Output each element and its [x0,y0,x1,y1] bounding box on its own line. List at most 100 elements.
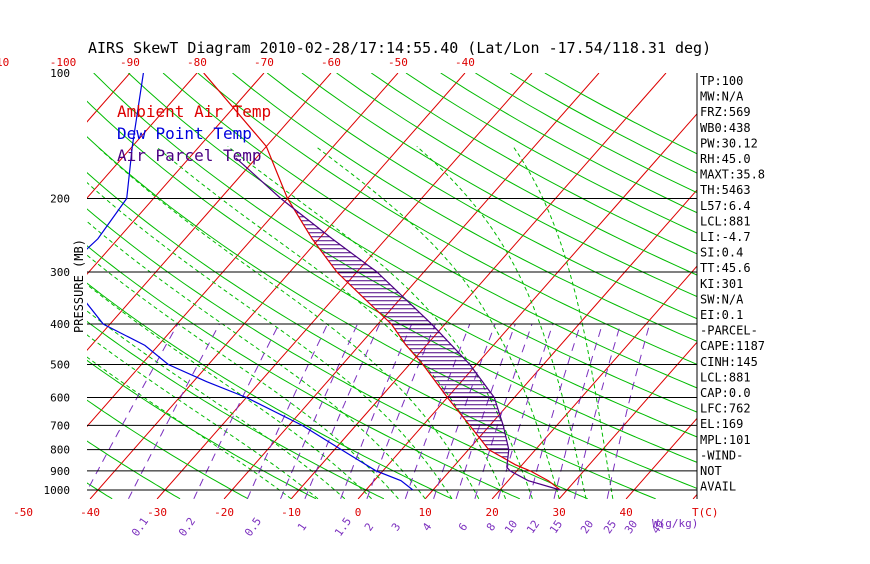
bottom-temp-tick-label: -50 [13,506,33,519]
pressure-tick-label: 200 [50,193,70,206]
bottom-temp-tick-label: -40 [80,506,100,519]
dry-adiabat-line [337,73,870,499]
mixing-ratio-label: 1 [295,521,309,534]
mixing-ratio-unit: W(g/kg) [652,517,698,530]
index-label: CAPE:1187 [700,339,765,353]
mixing-ratio-line [405,324,470,499]
dry-adiabat-line [510,73,870,499]
dry-adiabat-line [163,73,870,499]
pressure-tick-label: 700 [50,419,70,432]
mixing-ratio-line [341,324,412,499]
mixing-ratio-line [529,324,580,499]
bottom-temp-tick-label: 0 [355,506,362,519]
mixing-ratio-label: 2 [362,521,376,534]
mixing-ratio-lines [83,324,650,499]
index-label: MW:N/A [700,90,744,104]
index-label: TT:45.6 [700,261,751,275]
index-label: LCL:881 [700,370,751,384]
index-label: SI:0.4 [700,246,743,260]
isotherm-line [358,73,733,499]
bottom-temp-tick-label: 30 [552,506,565,519]
moist-adiabat-line [228,146,533,498]
mixing-ratio-label: 15 [547,518,565,536]
mixing-ratio-label: 25 [601,518,619,536]
y-axis-label: PRESSURE (MB) [72,239,86,333]
pressure-tick-label: 400 [50,318,70,331]
index-label: LI:-4.7 [700,230,751,244]
mixing-ratio-line [574,324,620,499]
index-label: MAXT:35.8 [700,168,765,182]
pressure-tick-label: 500 [50,358,70,371]
mixing-ratio-line [281,324,358,499]
mixing-ratio-label: 6 [456,521,470,534]
top-temp-tick-label: -80 [187,56,207,69]
dry-adiabat-line [233,73,870,499]
index-label: MPL:101 [700,433,751,447]
index-label: -PARCEL- [700,324,758,338]
mixing-ratio-line [607,324,650,499]
top-temp-tick-label: -50 [388,56,408,69]
pressure-tick-label: 800 [50,444,70,457]
mixing-ratio-label: 1.5 [332,515,354,539]
moist-adiabat-line [513,146,613,498]
mixing-ratio-label: 3 [389,521,403,534]
indices-panel: TP:100MW:N/AFRZ:569WB0:438PW:30.12RH:45.… [700,74,765,494]
top-temp-tick-label: -100 [50,56,77,69]
index-label: EI:0.1 [700,308,743,322]
mixing-ratio-label: 20 [578,518,596,536]
top-temp-tick-label: -90 [120,56,140,69]
index-label: L57:6.4 [700,199,751,213]
moist-adiabat-line [49,146,453,498]
pressure-tick-label: 600 [50,391,70,404]
mixing-ratio-label: 30 [622,518,640,536]
index-label: PW:30.12 [700,136,758,150]
index-label: TP:100 [700,74,743,88]
dry-adiabat-line [0,73,588,499]
bottom-temp-tick-label: 40 [619,506,632,519]
moist-adiabat-line [0,146,291,498]
index-label: NOT [700,464,722,478]
mixing-ratio-label: 4 [420,520,435,533]
mixing-ratio-label: 0.2 [176,515,198,539]
bottom-temp-tick-label: -30 [147,506,167,519]
legend-entry: Air Parcel Temp [117,146,262,165]
bottom-temp-tick-label: -20 [214,506,234,519]
pressure-tick-label: 300 [50,266,70,279]
dry-adiabat-line [0,73,656,499]
index-label: AVAIL [700,480,736,494]
chart-title: AIRS SkewT Diagram 2010-02-28/17:14:55.4… [88,39,711,57]
bottom-temp-tick-label: 20 [485,506,498,519]
top-temp-tick-label: -70 [254,56,274,69]
moist-adiabat-line [417,146,586,498]
index-label: CINH:145 [700,355,758,369]
index-label: CAP:0.0 [700,386,751,400]
bottom-temp-tick-label: 10 [418,506,431,519]
index-label: LCL:881 [700,214,751,228]
index-label: -WIND- [700,448,743,462]
pressure-tick-label: 1000 [44,484,71,497]
top-temp-tick-label: -60 [321,56,341,69]
pressure-tick-label: 900 [50,465,70,478]
top-temp-tick-label: -40 [455,56,475,69]
mixing-ratio-line [367,324,435,499]
mixing-ratio-label: 12 [524,518,542,536]
moist-adiabat-line [316,146,560,498]
isotherm-line [0,73,63,499]
index-label: WB0:438 [700,121,751,135]
index-label: LFC:762 [700,402,751,416]
index-label: TH:5463 [700,183,751,197]
moist-adiabats [0,146,613,498]
isotherm-line [0,73,130,499]
isotherm-line [224,73,599,499]
legend-entry: Ambient Air Temp [117,102,271,121]
index-label: SW:N/A [700,292,744,306]
top-temp-tick-label: -110 [0,56,9,69]
index-label: KI:301 [700,277,743,291]
dry-adiabat-line [198,73,870,499]
mixing-ratio-label: 0.5 [242,515,264,539]
index-label: RH:45.0 [700,152,751,166]
dry-adiabat-line [0,73,112,499]
mixing-ratio-line [554,324,602,499]
